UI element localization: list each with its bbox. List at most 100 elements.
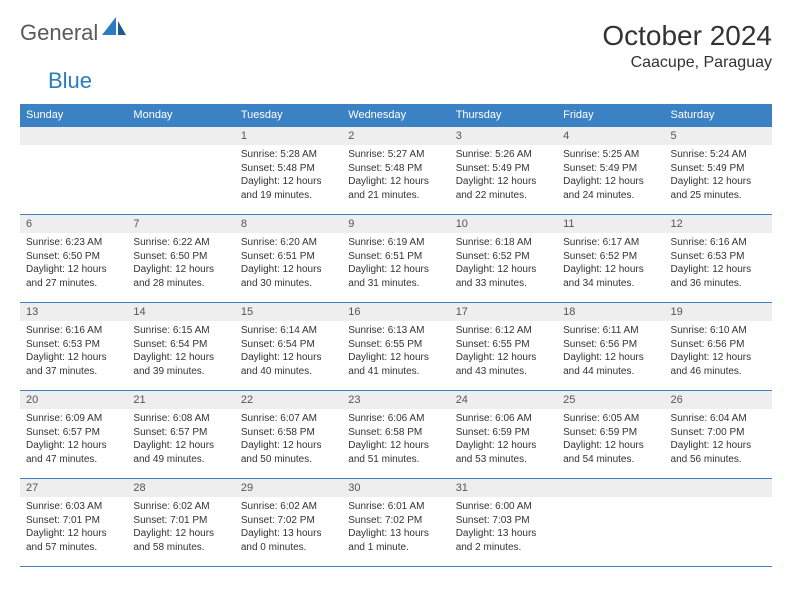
day-line: Daylight: 12 hours (348, 263, 443, 277)
day-number: 14 (127, 303, 234, 321)
day-content: Sunrise: 6:23 AMSunset: 6:50 PMDaylight:… (20, 233, 127, 296)
day-line: and 56 minutes. (671, 453, 766, 467)
day-line: Sunrise: 6:05 AM (563, 412, 658, 426)
day-cell: 15Sunrise: 6:14 AMSunset: 6:54 PMDayligh… (235, 303, 342, 391)
day-number: 23 (342, 391, 449, 409)
day-number: 4 (557, 127, 664, 145)
day-line: Sunrise: 6:09 AM (26, 412, 121, 426)
day-line: Sunrise: 6:17 AM (563, 236, 658, 250)
day-line: Sunset: 6:54 PM (241, 338, 336, 352)
day-number (127, 127, 234, 145)
day-line: and 49 minutes. (133, 453, 228, 467)
day-cell: 8Sunrise: 6:20 AMSunset: 6:51 PMDaylight… (235, 215, 342, 303)
day-line: and 47 minutes. (26, 453, 121, 467)
day-content: Sunrise: 6:20 AMSunset: 6:51 PMDaylight:… (235, 233, 342, 296)
day-line: Sunrise: 5:28 AM (241, 148, 336, 162)
day-number: 8 (235, 215, 342, 233)
day-line: Sunset: 5:49 PM (671, 162, 766, 176)
day-line: Daylight: 12 hours (133, 527, 228, 541)
day-content: Sunrise: 6:08 AMSunset: 6:57 PMDaylight:… (127, 409, 234, 472)
day-line: and 50 minutes. (241, 453, 336, 467)
day-cell: 28Sunrise: 6:02 AMSunset: 7:01 PMDayligh… (127, 479, 234, 567)
day-line: Sunrise: 5:27 AM (348, 148, 443, 162)
day-cell: 17Sunrise: 6:12 AMSunset: 6:55 PMDayligh… (450, 303, 557, 391)
day-line: Daylight: 12 hours (671, 263, 766, 277)
day-line: Daylight: 12 hours (241, 175, 336, 189)
day-line: Daylight: 12 hours (671, 175, 766, 189)
day-content: Sunrise: 6:01 AMSunset: 7:02 PMDaylight:… (342, 497, 449, 560)
day-number: 5 (665, 127, 772, 145)
day-line: Daylight: 12 hours (671, 351, 766, 365)
day-content: Sunrise: 5:24 AMSunset: 5:49 PMDaylight:… (665, 145, 772, 208)
day-line: Sunrise: 6:20 AM (241, 236, 336, 250)
day-line: Daylight: 12 hours (563, 439, 658, 453)
day-header-fri: Friday (557, 104, 664, 127)
day-line: Sunrise: 6:11 AM (563, 324, 658, 338)
day-content (127, 145, 234, 154)
day-line: and 53 minutes. (456, 453, 551, 467)
day-content: Sunrise: 6:17 AMSunset: 6:52 PMDaylight:… (557, 233, 664, 296)
day-line: Sunrise: 6:12 AM (456, 324, 551, 338)
day-cell: 31Sunrise: 6:00 AMSunset: 7:03 PMDayligh… (450, 479, 557, 567)
day-number: 24 (450, 391, 557, 409)
day-line: Sunset: 6:52 PM (563, 250, 658, 264)
day-number (665, 479, 772, 497)
day-cell: 21Sunrise: 6:08 AMSunset: 6:57 PMDayligh… (127, 391, 234, 479)
day-cell: 7Sunrise: 6:22 AMSunset: 6:50 PMDaylight… (127, 215, 234, 303)
day-content: Sunrise: 6:02 AMSunset: 7:02 PMDaylight:… (235, 497, 342, 560)
day-line: Sunset: 6:55 PM (348, 338, 443, 352)
day-line: and 25 minutes. (671, 189, 766, 203)
day-cell: 14Sunrise: 6:15 AMSunset: 6:54 PMDayligh… (127, 303, 234, 391)
day-cell (557, 479, 664, 567)
day-line: Sunrise: 6:04 AM (671, 412, 766, 426)
day-line: Daylight: 12 hours (241, 351, 336, 365)
day-line: Sunrise: 6:06 AM (348, 412, 443, 426)
day-content: Sunrise: 5:27 AMSunset: 5:48 PMDaylight:… (342, 145, 449, 208)
day-line: Sunset: 7:01 PM (26, 514, 121, 528)
day-line: Sunset: 6:59 PM (563, 426, 658, 440)
day-content: Sunrise: 6:15 AMSunset: 6:54 PMDaylight:… (127, 321, 234, 384)
day-line: Daylight: 12 hours (671, 439, 766, 453)
day-line: Sunset: 6:58 PM (241, 426, 336, 440)
day-content: Sunrise: 6:06 AMSunset: 6:59 PMDaylight:… (450, 409, 557, 472)
week-row: 6Sunrise: 6:23 AMSunset: 6:50 PMDaylight… (20, 215, 772, 303)
day-line: and 46 minutes. (671, 365, 766, 379)
day-line: and 41 minutes. (348, 365, 443, 379)
day-line: Daylight: 12 hours (348, 439, 443, 453)
day-line: and 39 minutes. (133, 365, 228, 379)
day-number: 15 (235, 303, 342, 321)
day-line: Sunrise: 6:23 AM (26, 236, 121, 250)
day-content: Sunrise: 6:02 AMSunset: 7:01 PMDaylight:… (127, 497, 234, 560)
day-line: Daylight: 12 hours (348, 351, 443, 365)
day-line: Sunrise: 6:03 AM (26, 500, 121, 514)
day-cell: 6Sunrise: 6:23 AMSunset: 6:50 PMDaylight… (20, 215, 127, 303)
day-line: Daylight: 12 hours (241, 439, 336, 453)
day-number: 20 (20, 391, 127, 409)
day-line: Sunset: 7:02 PM (348, 514, 443, 528)
day-line: Sunrise: 5:24 AM (671, 148, 766, 162)
day-cell: 27Sunrise: 6:03 AMSunset: 7:01 PMDayligh… (20, 479, 127, 567)
day-line: Sunset: 6:50 PM (133, 250, 228, 264)
day-line: Sunset: 6:54 PM (133, 338, 228, 352)
day-cell: 2Sunrise: 5:27 AMSunset: 5:48 PMDaylight… (342, 127, 449, 215)
day-number: 18 (557, 303, 664, 321)
day-line: Daylight: 12 hours (456, 175, 551, 189)
day-line: Sunrise: 6:07 AM (241, 412, 336, 426)
day-line: and 30 minutes. (241, 277, 336, 291)
day-content: Sunrise: 6:14 AMSunset: 6:54 PMDaylight:… (235, 321, 342, 384)
day-line: Daylight: 13 hours (456, 527, 551, 541)
day-line: Sunrise: 6:08 AM (133, 412, 228, 426)
day-line: Sunrise: 6:01 AM (348, 500, 443, 514)
day-line: and 19 minutes. (241, 189, 336, 203)
day-line: Sunrise: 6:15 AM (133, 324, 228, 338)
day-line: Sunset: 6:57 PM (133, 426, 228, 440)
day-content: Sunrise: 6:00 AMSunset: 7:03 PMDaylight:… (450, 497, 557, 560)
day-line: and 28 minutes. (133, 277, 228, 291)
day-cell: 12Sunrise: 6:16 AMSunset: 6:53 PMDayligh… (665, 215, 772, 303)
day-line: Sunset: 6:57 PM (26, 426, 121, 440)
day-cell (127, 127, 234, 215)
day-line: and 51 minutes. (348, 453, 443, 467)
day-content: Sunrise: 6:03 AMSunset: 7:01 PMDaylight:… (20, 497, 127, 560)
day-number: 2 (342, 127, 449, 145)
day-cell: 20Sunrise: 6:09 AMSunset: 6:57 PMDayligh… (20, 391, 127, 479)
